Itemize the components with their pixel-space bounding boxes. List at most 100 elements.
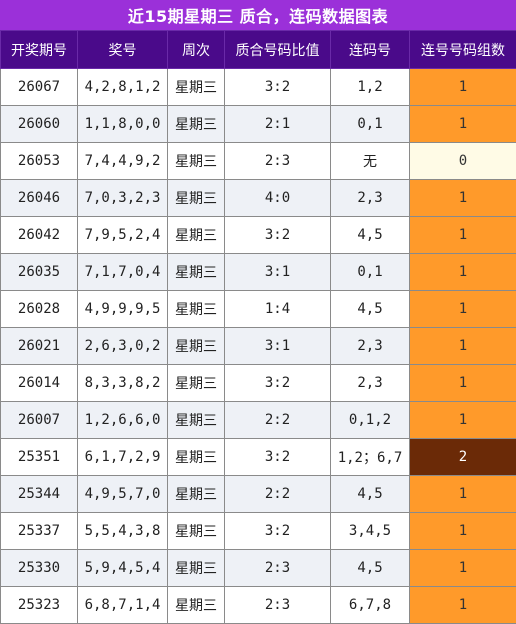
cell-count: 1 [410, 69, 516, 106]
cell-numbers: 1,2,6,6,0 [78, 402, 168, 439]
cell-numbers: 8,3,3,8,2 [78, 365, 168, 402]
cell-ratio: 3:2 [225, 365, 331, 402]
cell-weekday: 星期三 [168, 513, 225, 550]
cell-weekday: 星期三 [168, 476, 225, 513]
header-count: 连号号码组数 [410, 31, 516, 69]
cell-count: 1 [410, 365, 516, 402]
header-issue: 开奖期号 [1, 31, 78, 69]
cell-consec: 0,1,2 [331, 402, 410, 439]
cell-weekday: 星期三 [168, 550, 225, 587]
cell-numbers: 6,1,7,2,9 [78, 439, 168, 476]
cell-ratio: 3:2 [225, 69, 331, 106]
cell-consec: 6,7,8 [331, 587, 410, 624]
cell-consec: 4,5 [331, 217, 410, 254]
cell-ratio: 3:2 [225, 217, 331, 254]
cell-consec: 4,5 [331, 476, 410, 513]
cell-consec: 2,3 [331, 328, 410, 365]
cell-issue: 26028 [1, 291, 78, 328]
cell-consec: 1,2；6,7 [331, 439, 410, 476]
cell-count: 2 [410, 439, 516, 476]
header-numbers: 奖号 [78, 31, 168, 69]
cell-weekday: 星期三 [168, 365, 225, 402]
cell-weekday: 星期三 [168, 106, 225, 143]
cell-weekday: 星期三 [168, 69, 225, 106]
cell-count: 1 [410, 587, 516, 624]
cell-weekday: 星期三 [168, 254, 225, 291]
cell-issue: 26053 [1, 143, 78, 180]
cell-issue: 25323 [1, 587, 78, 624]
cell-consec: 1,2 [331, 69, 410, 106]
cell-count: 1 [410, 513, 516, 550]
cell-numbers: 1,1,8,0,0 [78, 106, 168, 143]
cell-numbers: 5,5,4,3,8 [78, 513, 168, 550]
cell-issue: 26035 [1, 254, 78, 291]
cell-issue: 26014 [1, 365, 78, 402]
cell-ratio: 2:1 [225, 106, 331, 143]
cell-ratio: 3:2 [225, 513, 331, 550]
cell-count: 1 [410, 254, 516, 291]
cell-ratio: 2:3 [225, 587, 331, 624]
cell-ratio: 3:1 [225, 254, 331, 291]
cell-ratio: 2:2 [225, 476, 331, 513]
cell-count: 1 [410, 106, 516, 143]
cell-weekday: 星期三 [168, 587, 225, 624]
cell-weekday: 星期三 [168, 328, 225, 365]
cell-numbers: 7,0,3,2,3 [78, 180, 168, 217]
cell-count: 1 [410, 291, 516, 328]
cell-consec: 0,1 [331, 254, 410, 291]
cell-numbers: 7,9,5,2,4 [78, 217, 168, 254]
cell-count: 1 [410, 180, 516, 217]
cell-ratio: 3:2 [225, 439, 331, 476]
cell-count: 1 [410, 328, 516, 365]
cell-issue: 26046 [1, 180, 78, 217]
cell-weekday: 星期三 [168, 291, 225, 328]
header-weekday: 周次 [168, 31, 225, 69]
cell-consec: 4,5 [331, 291, 410, 328]
cell-issue: 26042 [1, 217, 78, 254]
cell-ratio: 2:3 [225, 143, 331, 180]
cell-count: 1 [410, 476, 516, 513]
cell-numbers: 5,9,4,5,4 [78, 550, 168, 587]
cell-numbers: 7,1,7,0,4 [78, 254, 168, 291]
cell-ratio: 2:2 [225, 402, 331, 439]
header-consec: 连码号 [331, 31, 410, 69]
header-ratio: 质合号码比值 [225, 31, 331, 69]
cell-issue: 25344 [1, 476, 78, 513]
cell-issue: 25337 [1, 513, 78, 550]
cell-ratio: 3:1 [225, 328, 331, 365]
cell-numbers: 4,2,8,1,2 [78, 69, 168, 106]
chart-container: 近15期星期三 质合，连码数据图表 开奖期号 奖号 周次 质合号码比值 连码号 … [0, 0, 516, 591]
cell-issue: 26007 [1, 402, 78, 439]
cell-issue: 26021 [1, 328, 78, 365]
cell-count: 1 [410, 402, 516, 439]
cell-numbers: 4,9,5,7,0 [78, 476, 168, 513]
cell-weekday: 星期三 [168, 143, 225, 180]
page-title: 近15期星期三 质合，连码数据图表 [0, 0, 516, 30]
cell-weekday: 星期三 [168, 217, 225, 254]
cell-consec: 3,4,5 [331, 513, 410, 550]
cell-numbers: 4,9,9,9,5 [78, 291, 168, 328]
cell-count: 0 [410, 143, 516, 180]
cell-weekday: 星期三 [168, 180, 225, 217]
cell-issue: 26060 [1, 106, 78, 143]
cell-ratio: 1:4 [225, 291, 331, 328]
cell-issue: 25330 [1, 550, 78, 587]
header-row: 开奖期号 奖号 周次 质合号码比值 连码号 连号号码组数 [1, 31, 516, 69]
cell-consec: 2,3 [331, 180, 410, 217]
cell-numbers: 2,6,3,0,2 [78, 328, 168, 365]
cell-consec: 0,1 [331, 106, 410, 143]
cell-issue: 25351 [1, 439, 78, 476]
